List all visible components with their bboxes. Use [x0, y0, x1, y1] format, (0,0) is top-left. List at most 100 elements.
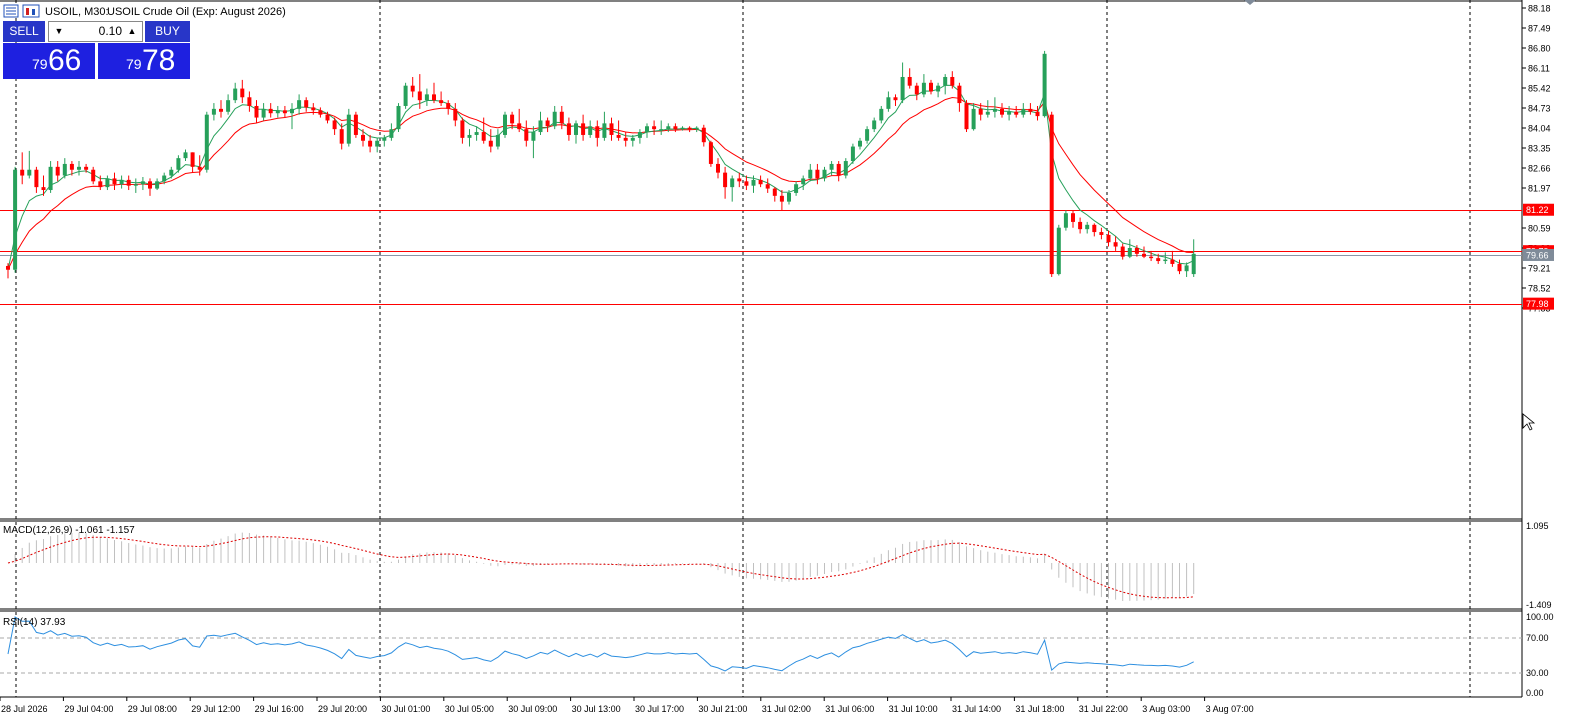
candle-body [1149, 256, 1154, 259]
candle-body [1184, 265, 1189, 272]
candle-body [503, 114, 507, 135]
candle-body [652, 126, 657, 130]
time-tick-label: 31 Jul 14:00 [952, 704, 1001, 714]
candle-body [389, 129, 394, 138]
candle-body [964, 103, 969, 130]
candle-body [41, 187, 46, 191]
macd-label: MACD(12,26,9) -1.061 -1.157 [3, 525, 135, 536]
candle-body [424, 94, 429, 101]
candle-body [957, 85, 962, 104]
candle-body [112, 178, 117, 185]
candle-body [1113, 242, 1118, 247]
lot-size-value[interactable]: 0.10 [98, 24, 122, 38]
buy-button[interactable]: BUY [145, 21, 190, 42]
candle-body [808, 169, 813, 179]
time-tick-label: 3 Aug 03:00 [1142, 704, 1190, 714]
candle-body [119, 179, 124, 185]
candle-body [311, 107, 316, 111]
time-tick-label: 31 Jul 10:00 [889, 704, 938, 714]
sell-price-box[interactable]: 79 66 [3, 43, 95, 79]
candle-body [1127, 248, 1132, 257]
sell-price-points: 66 [48, 44, 82, 77]
price-tick-label: 86.11 [1528, 64, 1550, 74]
candle-body [545, 120, 550, 127]
buy-price-box[interactable]: 79 78 [98, 43, 190, 79]
candle-body [716, 163, 720, 173]
candle-body [879, 108, 884, 121]
price-badge [1523, 203, 1554, 216]
candle-body [538, 120, 543, 133]
candle-body [936, 85, 941, 92]
candle-body [55, 166, 60, 176]
candle-body [1177, 263, 1182, 272]
candle-body [268, 108, 273, 114]
candle-body [843, 161, 848, 176]
price-badge-label: 77.98 [1526, 299, 1549, 309]
decrease-volume-icon[interactable]: ▼ [54, 26, 64, 36]
candle-body [290, 108, 294, 114]
candle-body [1063, 213, 1068, 228]
candle-body [1106, 234, 1111, 243]
candle-body [84, 166, 89, 170]
increase-volume-icon[interactable]: ▲ [127, 26, 137, 36]
candle-body [105, 178, 110, 188]
candle-body [396, 105, 401, 130]
buy-price-points: 78 [142, 44, 176, 77]
candle-body [602, 123, 607, 138]
candle-body [929, 82, 933, 92]
candle-body [1056, 227, 1061, 275]
price-tick-label: 82.66 [1528, 164, 1551, 174]
time-tick-label: 29 Jul 20:00 [318, 704, 367, 714]
price-tick-label: 85.42 [1528, 84, 1551, 94]
macd-tick-bottom: -1.409 [1526, 600, 1552, 610]
candle-body [850, 146, 855, 162]
candle-body [921, 82, 926, 95]
candle-body [91, 169, 96, 182]
rsi-tick-70: 70.00 [1526, 633, 1549, 643]
candle-body [645, 126, 649, 133]
candle-body [907, 76, 912, 86]
candle-body [680, 127, 685, 130]
candle-body [978, 108, 983, 115]
candle-body [900, 76, 905, 101]
candle-body [772, 188, 777, 196]
price-tick-label: 79.21 [1528, 264, 1551, 274]
candle-body [886, 97, 891, 109]
candle-body [574, 123, 578, 135]
candle-body [126, 179, 131, 186]
candle-body [623, 137, 628, 141]
candle-body [403, 85, 408, 106]
time-tick-label: 31 Jul 22:00 [1079, 704, 1128, 714]
candle-body [985, 111, 990, 115]
price-tick-label: 83.35 [1528, 144, 1551, 154]
candle-body [1099, 232, 1104, 235]
price-tick-label: 84.73 [1528, 104, 1551, 114]
price-tick-label: 87.49 [1528, 24, 1551, 34]
time-axis: 28 Jul 2026 29 Jul 04:00 29 Jul 08:00 29 Ju… [0, 697, 1254, 714]
lot-size-field[interactable]: ▼ 0.10 ▲ [48, 21, 143, 42]
time-tick-label: 31 Jul 02:00 [762, 704, 811, 714]
candle-body [1163, 259, 1168, 262]
price-badge [1523, 248, 1554, 261]
candle-body [914, 85, 919, 95]
candle-body [751, 179, 756, 186]
candle-body [1000, 108, 1004, 115]
candle-body [950, 76, 955, 86]
candle-body [432, 94, 436, 101]
candle-body [148, 181, 152, 189]
rsi-line [7, 616, 1194, 672]
candle-body [417, 91, 422, 101]
candle-body [666, 126, 671, 130]
menu-icon[interactable] [3, 4, 19, 18]
candle-body [439, 100, 444, 104]
sell-button[interactable]: SELL [3, 21, 45, 42]
candle-body [858, 140, 862, 147]
macd-signal-line [7, 536, 1194, 599]
mouse-cursor-icon [1522, 413, 1536, 431]
candle-body [211, 108, 216, 115]
candle-body [62, 163, 67, 176]
chart-type-icon[interactable] [22, 4, 40, 18]
ma-slow-line [7, 96, 1194, 270]
candle-body [1014, 111, 1019, 115]
